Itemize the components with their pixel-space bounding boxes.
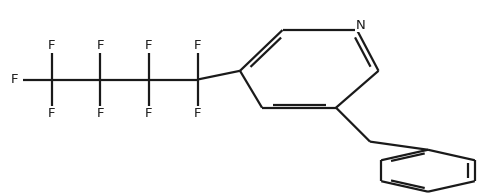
Text: F: F	[96, 107, 104, 120]
Text: N: N	[356, 19, 366, 32]
Text: F: F	[145, 39, 152, 52]
Text: F: F	[145, 107, 152, 120]
Text: F: F	[48, 39, 55, 52]
Text: F: F	[48, 107, 55, 120]
Text: F: F	[194, 107, 201, 120]
Text: F: F	[96, 39, 104, 52]
Text: F: F	[194, 39, 201, 52]
Text: F: F	[10, 73, 18, 86]
